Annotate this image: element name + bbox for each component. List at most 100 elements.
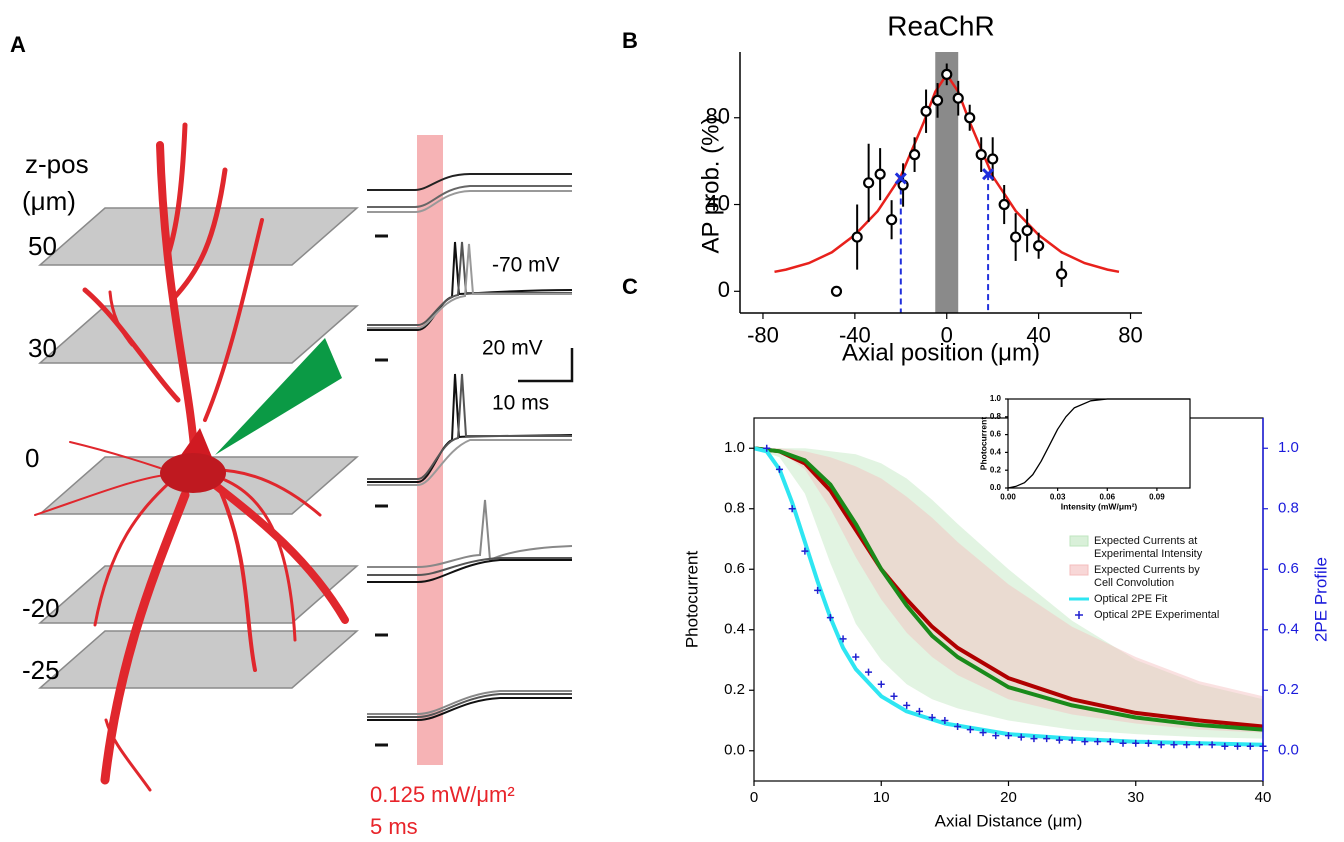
y-tick-label: 0 [718,277,730,302]
marker [903,701,911,709]
dendrite [211,481,349,624]
depth-label: -20 [22,593,60,623]
marker [1030,735,1038,743]
marker [801,547,809,555]
band-area [754,448,1263,739]
dendrite [203,218,264,422]
marker [928,713,936,721]
panel-label: B [622,28,638,53]
apical-dendrite [156,141,199,464]
dendrite [223,478,297,642]
holding-potential: -70 mV [492,254,560,277]
focal-band [935,52,959,313]
plot-background [1008,399,1190,488]
dendrite [213,468,322,517]
y2-axis-label: 2PE Profile [1311,557,1330,642]
x-tick-label: 0 [750,789,758,806]
marker [941,717,949,724]
marker [1055,736,1063,744]
y-axis-label: AP prob. (%) [697,117,724,254]
y-tick-label: 0.2 [724,681,745,698]
marker [775,465,783,473]
baseline-marks [375,234,388,747]
trace [367,693,572,718]
data-point [851,231,863,243]
legend-label: Expected Currents by Cell Convolution [1094,564,1200,589]
legend-swatch-area [1069,564,1089,576]
data-point [886,214,898,226]
legend-swatch [1075,611,1083,619]
trace [367,697,572,721]
dendrite [69,441,161,469]
y-tick-label: 0.8 [990,412,1002,421]
legend-swatch-area [1069,535,1089,547]
data-point [908,149,921,161]
x-axis-label: Axial Distance (μm) [935,811,1083,830]
plane [38,630,359,689]
dendrite [108,290,134,347]
marker [915,707,923,715]
trace [367,241,572,326]
y-tick-label: 1.0 [724,439,745,456]
dendrite [93,480,172,627]
half-max-marker [894,172,907,185]
y-tick-label: 0.8 [724,500,745,517]
legend-swatch [1069,564,1089,576]
dendrite [165,122,188,258]
dendrite [218,488,257,672]
dendrite [34,474,166,516]
data-point [1055,268,1068,280]
y-tick-label: 0.0 [724,742,745,759]
legend-item: Expected Currents at Experimental Intens… [1068,535,1219,561]
marker [839,635,847,643]
y-tick-label: 0.0 [990,483,1002,492]
plane [38,305,359,364]
x-tick-label: -80 [747,322,779,347]
legend-label: Expected Currents at Experimental Intens… [1094,535,1203,560]
line [753,446,1264,729]
marker [788,505,796,513]
plane [38,207,359,266]
pipette [215,338,342,455]
y-tick-label: 0.4 [724,621,745,638]
legend-label: Optical 2PE Experimental [1094,609,1220,621]
y-axis-label: Photocurrent [682,551,701,649]
marker [992,732,1000,740]
scale-time: 10 ms [492,392,549,415]
depth-label: 50 [28,231,57,261]
y-tick-label: 1.0 [990,394,1002,403]
legend-item: Expected Currents by Cell Convolution [1068,564,1219,590]
marker [1094,738,1102,746]
band-area [754,448,1263,733]
y-tick-label: 0.6 [990,430,1002,439]
stim-window [417,135,443,765]
legend-swatch [1069,597,1089,601]
marker [1144,739,1152,747]
marker [1208,741,1216,749]
marker [890,692,898,700]
scale-voltage: 20 mV [482,337,543,360]
data-point [975,149,987,161]
x-axis-label: Intensity (mW/μm²) [1061,501,1138,511]
traces [367,173,573,721]
trace [367,173,572,191]
panel-label: A [10,32,26,57]
data-point [931,94,944,106]
y2-tick-label: 0.6 [1278,560,1299,577]
x-tick-label: 0.09 [1149,493,1165,502]
x-tick-label: -40 [839,322,871,347]
half-max-marker [982,168,995,181]
marker [814,586,822,594]
marker [877,680,885,688]
trace [367,499,573,568]
x-tick-label: 0 [941,322,953,347]
marker [1234,742,1242,750]
depth-label: -25 [22,655,60,685]
stim-power: 0.125 mW/μm² [370,782,515,807]
data-point [874,168,886,180]
marker [865,668,873,676]
data-point [830,285,843,297]
y2-tick-label: 0.2 [1278,681,1299,698]
y-tick-label: 80 [706,104,730,129]
